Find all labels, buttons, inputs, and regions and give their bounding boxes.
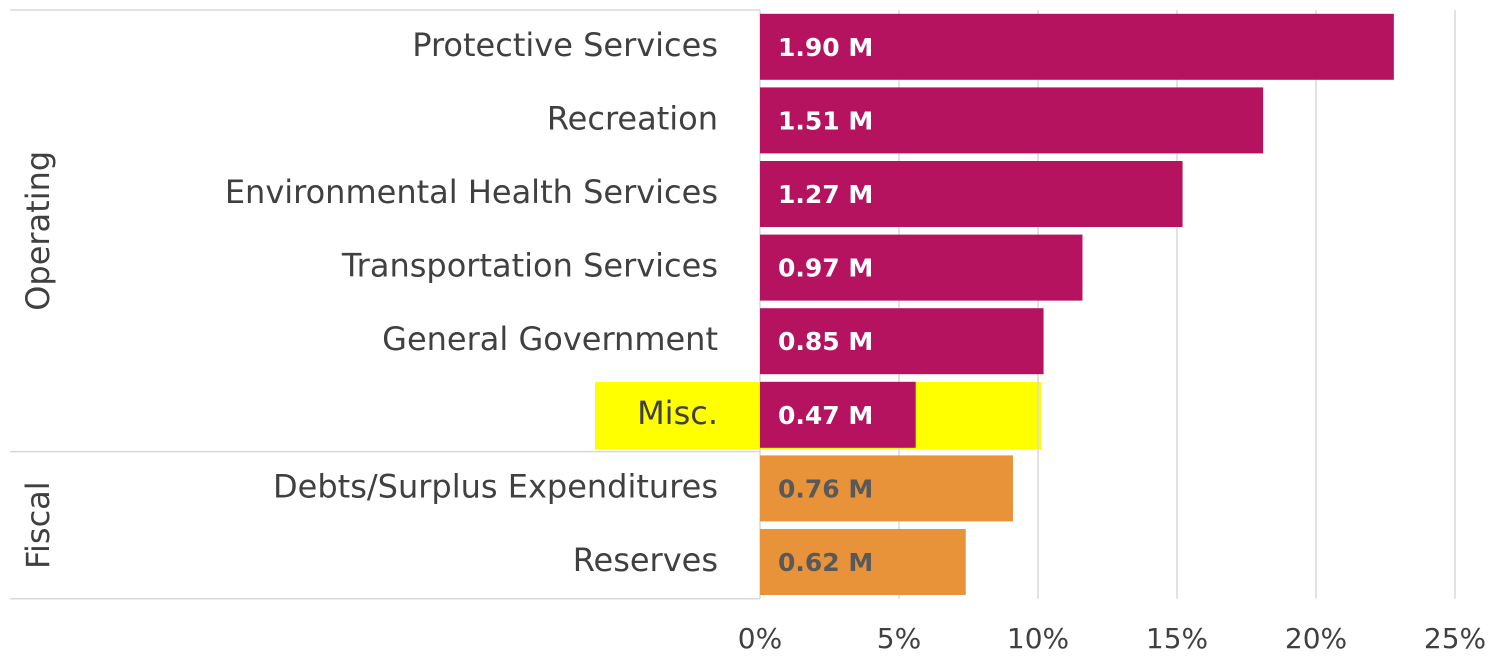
category-label: Misc. [637, 394, 718, 432]
value-label: 1.51 M [778, 106, 873, 135]
category-label: Protective Services [412, 26, 718, 64]
x-tick-label: 10% [1007, 622, 1069, 655]
group-label: Operating [19, 151, 57, 311]
x-tick-label: 5% [877, 622, 921, 655]
x-tick-label: 0% [738, 622, 782, 655]
value-label: 0.62 M [778, 548, 873, 577]
category-label: Environmental Health Services [225, 173, 718, 211]
bar [760, 455, 1013, 522]
category-label: Debts/Surplus Expenditures [273, 467, 718, 505]
category-label: Recreation [547, 99, 718, 137]
x-tick-label: 15% [1146, 622, 1208, 655]
category-label: General Government [382, 320, 718, 358]
value-label: 0.76 M [778, 474, 873, 503]
category-label: Transportation Services [341, 247, 718, 285]
value-label: 0.85 M [778, 327, 873, 356]
bar [760, 381, 916, 448]
value-label: 0.47 M [778, 401, 873, 430]
bar [760, 13, 1394, 80]
bar [760, 308, 1044, 375]
value-label: 1.27 M [778, 180, 873, 209]
bar [760, 529, 966, 595]
x-tick-label: 25% [1424, 622, 1486, 655]
group-label: Fiscal [19, 481, 57, 569]
bar [760, 161, 1183, 227]
bar [760, 234, 1083, 301]
bar [760, 87, 1264, 154]
value-label: 0.97 M [778, 254, 873, 283]
value-label: 1.90 M [778, 33, 873, 62]
category-label: Reserves [573, 541, 718, 579]
x-tick-label: 20% [1285, 622, 1347, 655]
